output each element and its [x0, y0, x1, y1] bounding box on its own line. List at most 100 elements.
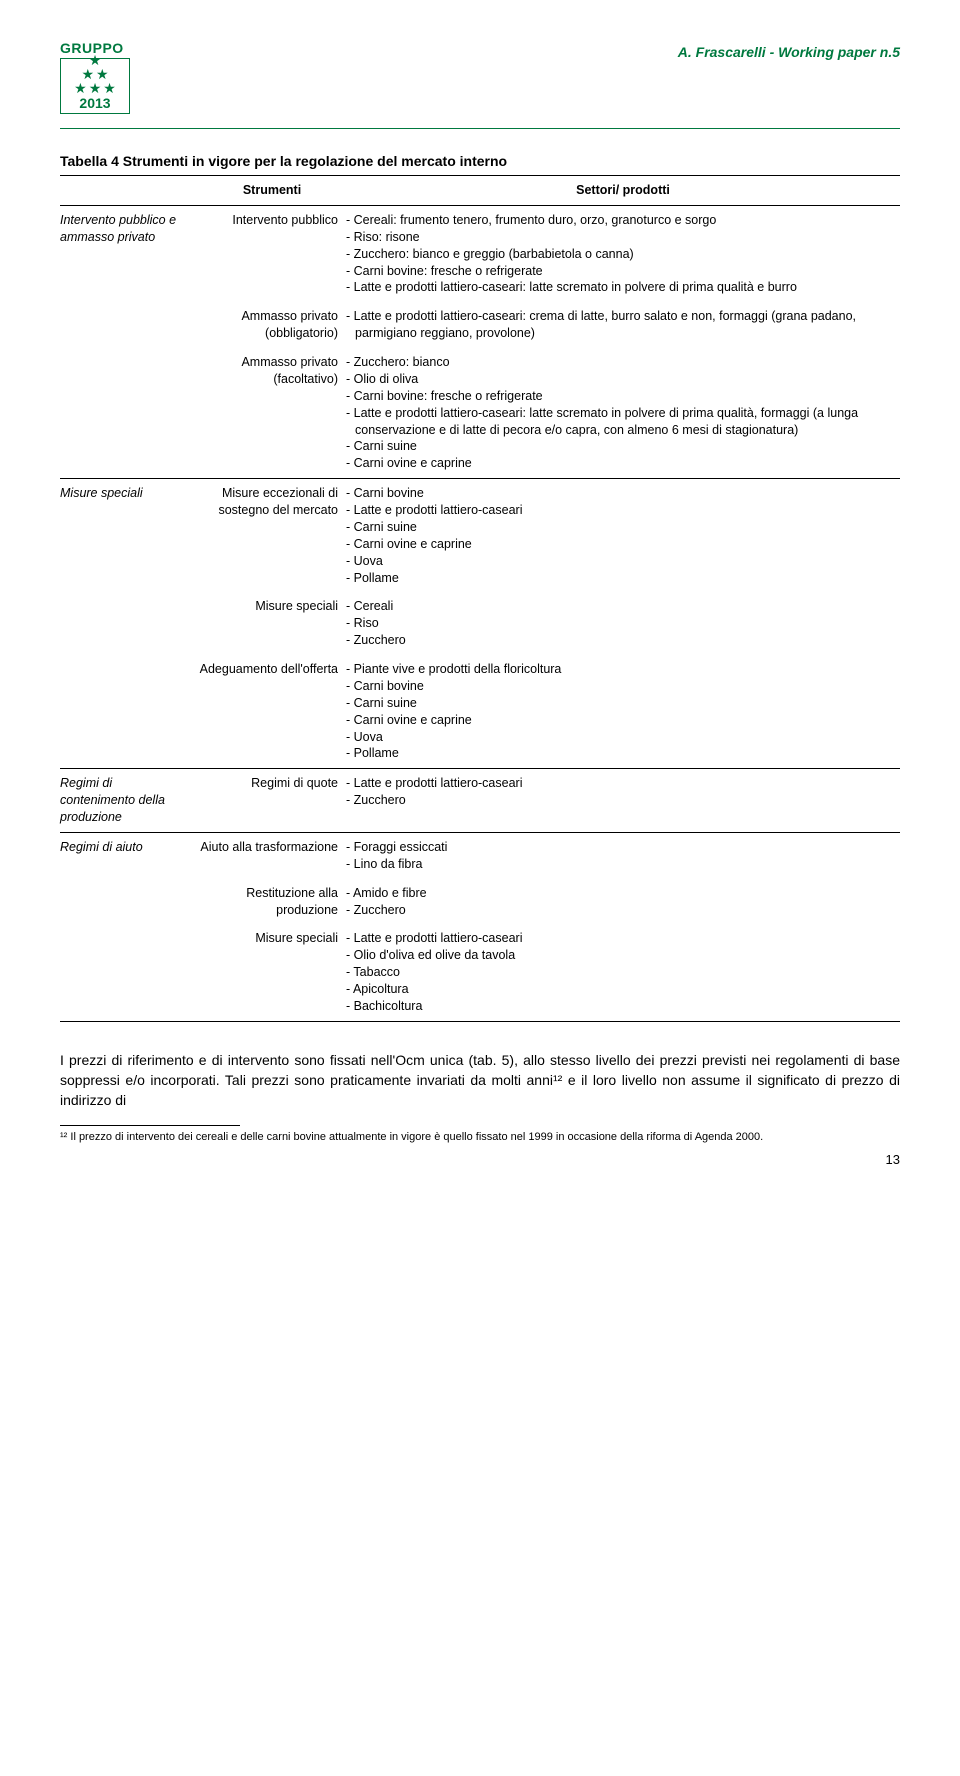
strumento-cell: Ammasso privato (obbligatorio) — [198, 302, 346, 348]
strumento-cell: Misure speciali — [198, 924, 346, 1021]
item-list: - Foraggi essiccati- Lino da fibra — [346, 839, 892, 873]
footnote-divider — [60, 1125, 240, 1126]
list-item: - Zucchero — [346, 902, 892, 919]
strumento-cell: Misure speciali — [198, 592, 346, 655]
list-item: - Carni ovine e caprine — [346, 536, 892, 553]
list-item: - Latte e prodotti lattiero-caseari: lat… — [346, 279, 892, 296]
list-item: - Zucchero: bianco e greggio (barbabieto… — [346, 246, 892, 263]
col-header-empty — [60, 176, 198, 206]
list-item: - Foraggi essiccati — [346, 839, 892, 856]
star-icon: ★ — [74, 81, 87, 95]
list-item: - Latte e prodotti lattiero-caseari: cre… — [346, 308, 892, 342]
group-label: Intervento pubblico e ammasso privato — [60, 205, 198, 478]
settori-cell: - Zucchero: bianco- Olio di oliva- Carni… — [346, 348, 900, 479]
footnote: ¹² Il prezzo di intervento dei cereali e… — [60, 1130, 900, 1144]
list-item: - Latte e prodotti lattiero-caseari — [346, 930, 892, 947]
table-row: Regimi di contenimento della produzioneR… — [60, 769, 900, 833]
list-item: - Zucchero — [346, 792, 892, 809]
col-header-settori: Settori/ prodotti — [346, 176, 900, 206]
table-title: Tabella 4 Strumenti in vigore per la reg… — [60, 153, 900, 169]
item-list: - Piante vive e prodotti della floricolt… — [346, 661, 892, 762]
list-item: - Latte e prodotti lattiero-caseari — [346, 502, 892, 519]
list-item: - Tabacco — [346, 964, 892, 981]
strumento-cell: Misure eccezionali di sostegno del merca… — [198, 479, 346, 593]
page-header: GRUPPO ★ ★ ★ ★ ★ ★ 2013 A. Frascarelli -… — [60, 40, 900, 120]
strumento-cell: Intervento pubblico — [198, 205, 346, 302]
header-divider — [60, 128, 900, 129]
star-icon: ★ — [81, 67, 94, 81]
logo-year: 2013 — [79, 95, 110, 111]
list-item: - Zucchero: bianco — [346, 354, 892, 371]
table-row: Intervento pubblico e ammasso privatoInt… — [60, 205, 900, 302]
settori-cell: - Cereali- Riso- Zucchero — [346, 592, 900, 655]
group-label: Regimi di contenimento della produzione — [60, 769, 198, 833]
stars-mid: ★ ★ — [81, 67, 108, 81]
list-item: - Carni ovine e caprine — [346, 455, 892, 472]
settori-cell: - Latte e prodotti lattiero-caseari- Oli… — [346, 924, 900, 1021]
settori-cell: - Carni bovine- Latte e prodotti lattier… — [346, 479, 900, 593]
settori-cell: - Latte e prodotti lattiero-caseari: cre… — [346, 302, 900, 348]
header-citation: A. Frascarelli - Working paper n.5 — [678, 40, 900, 60]
list-item: - Cereali — [346, 598, 892, 615]
list-item: - Pollame — [346, 570, 892, 587]
strumento-cell: Adeguamento dell'offerta — [198, 655, 346, 769]
star-icon: ★ — [89, 81, 102, 95]
list-item: - Uova — [346, 553, 892, 570]
list-item: - Riso: risone — [346, 229, 892, 246]
settori-cell: - Latte e prodotti lattiero-caseari- Zuc… — [346, 769, 900, 833]
strumento-cell: Aiuto alla trasformazione — [198, 832, 346, 878]
item-list: - Zucchero: bianco- Olio di oliva- Carni… — [346, 354, 892, 472]
logo-box: ★ ★ ★ ★ ★ ★ 2013 — [60, 58, 130, 114]
settori-cell: - Piante vive e prodotti della floricolt… — [346, 655, 900, 769]
group-label: Regimi di aiuto — [60, 832, 198, 1021]
list-item: - Carni bovine: fresche o refrigerate — [346, 263, 892, 280]
list-item: - Bachicoltura — [346, 998, 892, 1015]
logo-label: GRUPPO — [60, 40, 160, 56]
star-icon: ★ — [96, 67, 109, 81]
list-item: - Zucchero — [346, 632, 892, 649]
list-item: - Olio d'oliva ed olive da tavola — [346, 947, 892, 964]
list-item: - Carni bovine — [346, 678, 892, 695]
item-list: - Cereali- Riso- Zucchero — [346, 598, 892, 649]
table-row: Regimi di aiutoAiuto alla trasformazione… — [60, 832, 900, 878]
list-item: - Cereali: frumento tenero, frumento dur… — [346, 212, 892, 229]
list-item: - Carni ovine e caprine — [346, 712, 892, 729]
list-item: - Carni suine — [346, 695, 892, 712]
list-item: - Carni bovine: fresche o refrigerate — [346, 388, 892, 405]
list-item: - Olio di oliva — [346, 371, 892, 388]
list-item: - Apicoltura — [346, 981, 892, 998]
main-table: Strumenti Settori/ prodotti Intervento p… — [60, 175, 900, 1034]
group-label: Misure speciali — [60, 479, 198, 769]
item-list: - Carni bovine- Latte e prodotti lattier… — [346, 485, 892, 586]
strumento-cell: Restituzione alla produzione — [198, 879, 346, 925]
item-list: - Latte e prodotti lattiero-caseari- Zuc… — [346, 775, 892, 809]
document-page: GRUPPO ★ ★ ★ ★ ★ ★ 2013 A. Frascarelli -… — [0, 0, 960, 1197]
list-item: - Carni suine — [346, 438, 892, 455]
list-item: - Latte e prodotti lattiero-caseari — [346, 775, 892, 792]
list-item: - Amido e fibre — [346, 885, 892, 902]
item-list: - Latte e prodotti lattiero-caseari- Oli… — [346, 930, 892, 1014]
list-item: - Carni bovine — [346, 485, 892, 502]
item-list: - Latte e prodotti lattiero-caseari: cre… — [346, 308, 892, 342]
star-icon: ★ — [89, 53, 102, 67]
list-item: - Uova — [346, 729, 892, 746]
logo: GRUPPO ★ ★ ★ ★ ★ ★ 2013 — [60, 40, 160, 120]
stars-top: ★ — [89, 53, 102, 67]
star-icon: ★ — [103, 81, 116, 95]
table-header-row: Strumenti Settori/ prodotti — [60, 176, 900, 206]
strumento-cell: Ammasso privato (facoltativo) — [198, 348, 346, 479]
settori-cell: - Cereali: frumento tenero, frumento dur… — [346, 205, 900, 302]
list-item: - Piante vive e prodotti della floricolt… — [346, 661, 892, 678]
list-item: - Pollame — [346, 745, 892, 762]
list-item: - Latte e prodotti lattiero-caseari: lat… — [346, 405, 892, 439]
settori-cell: - Amido e fibre- Zucchero — [346, 879, 900, 925]
list-item: - Riso — [346, 615, 892, 632]
item-list: - Cereali: frumento tenero, frumento dur… — [346, 212, 892, 296]
col-header-strumenti: Strumenti — [198, 176, 346, 206]
item-list: - Amido e fibre- Zucchero — [346, 885, 892, 919]
table-row: Misure specialiMisure eccezionali di sos… — [60, 479, 900, 593]
strumento-cell: Regimi di quote — [198, 769, 346, 833]
list-item: - Lino da fibra — [346, 856, 892, 873]
list-item: - Carni suine — [346, 519, 892, 536]
page-number: 13 — [60, 1152, 900, 1167]
